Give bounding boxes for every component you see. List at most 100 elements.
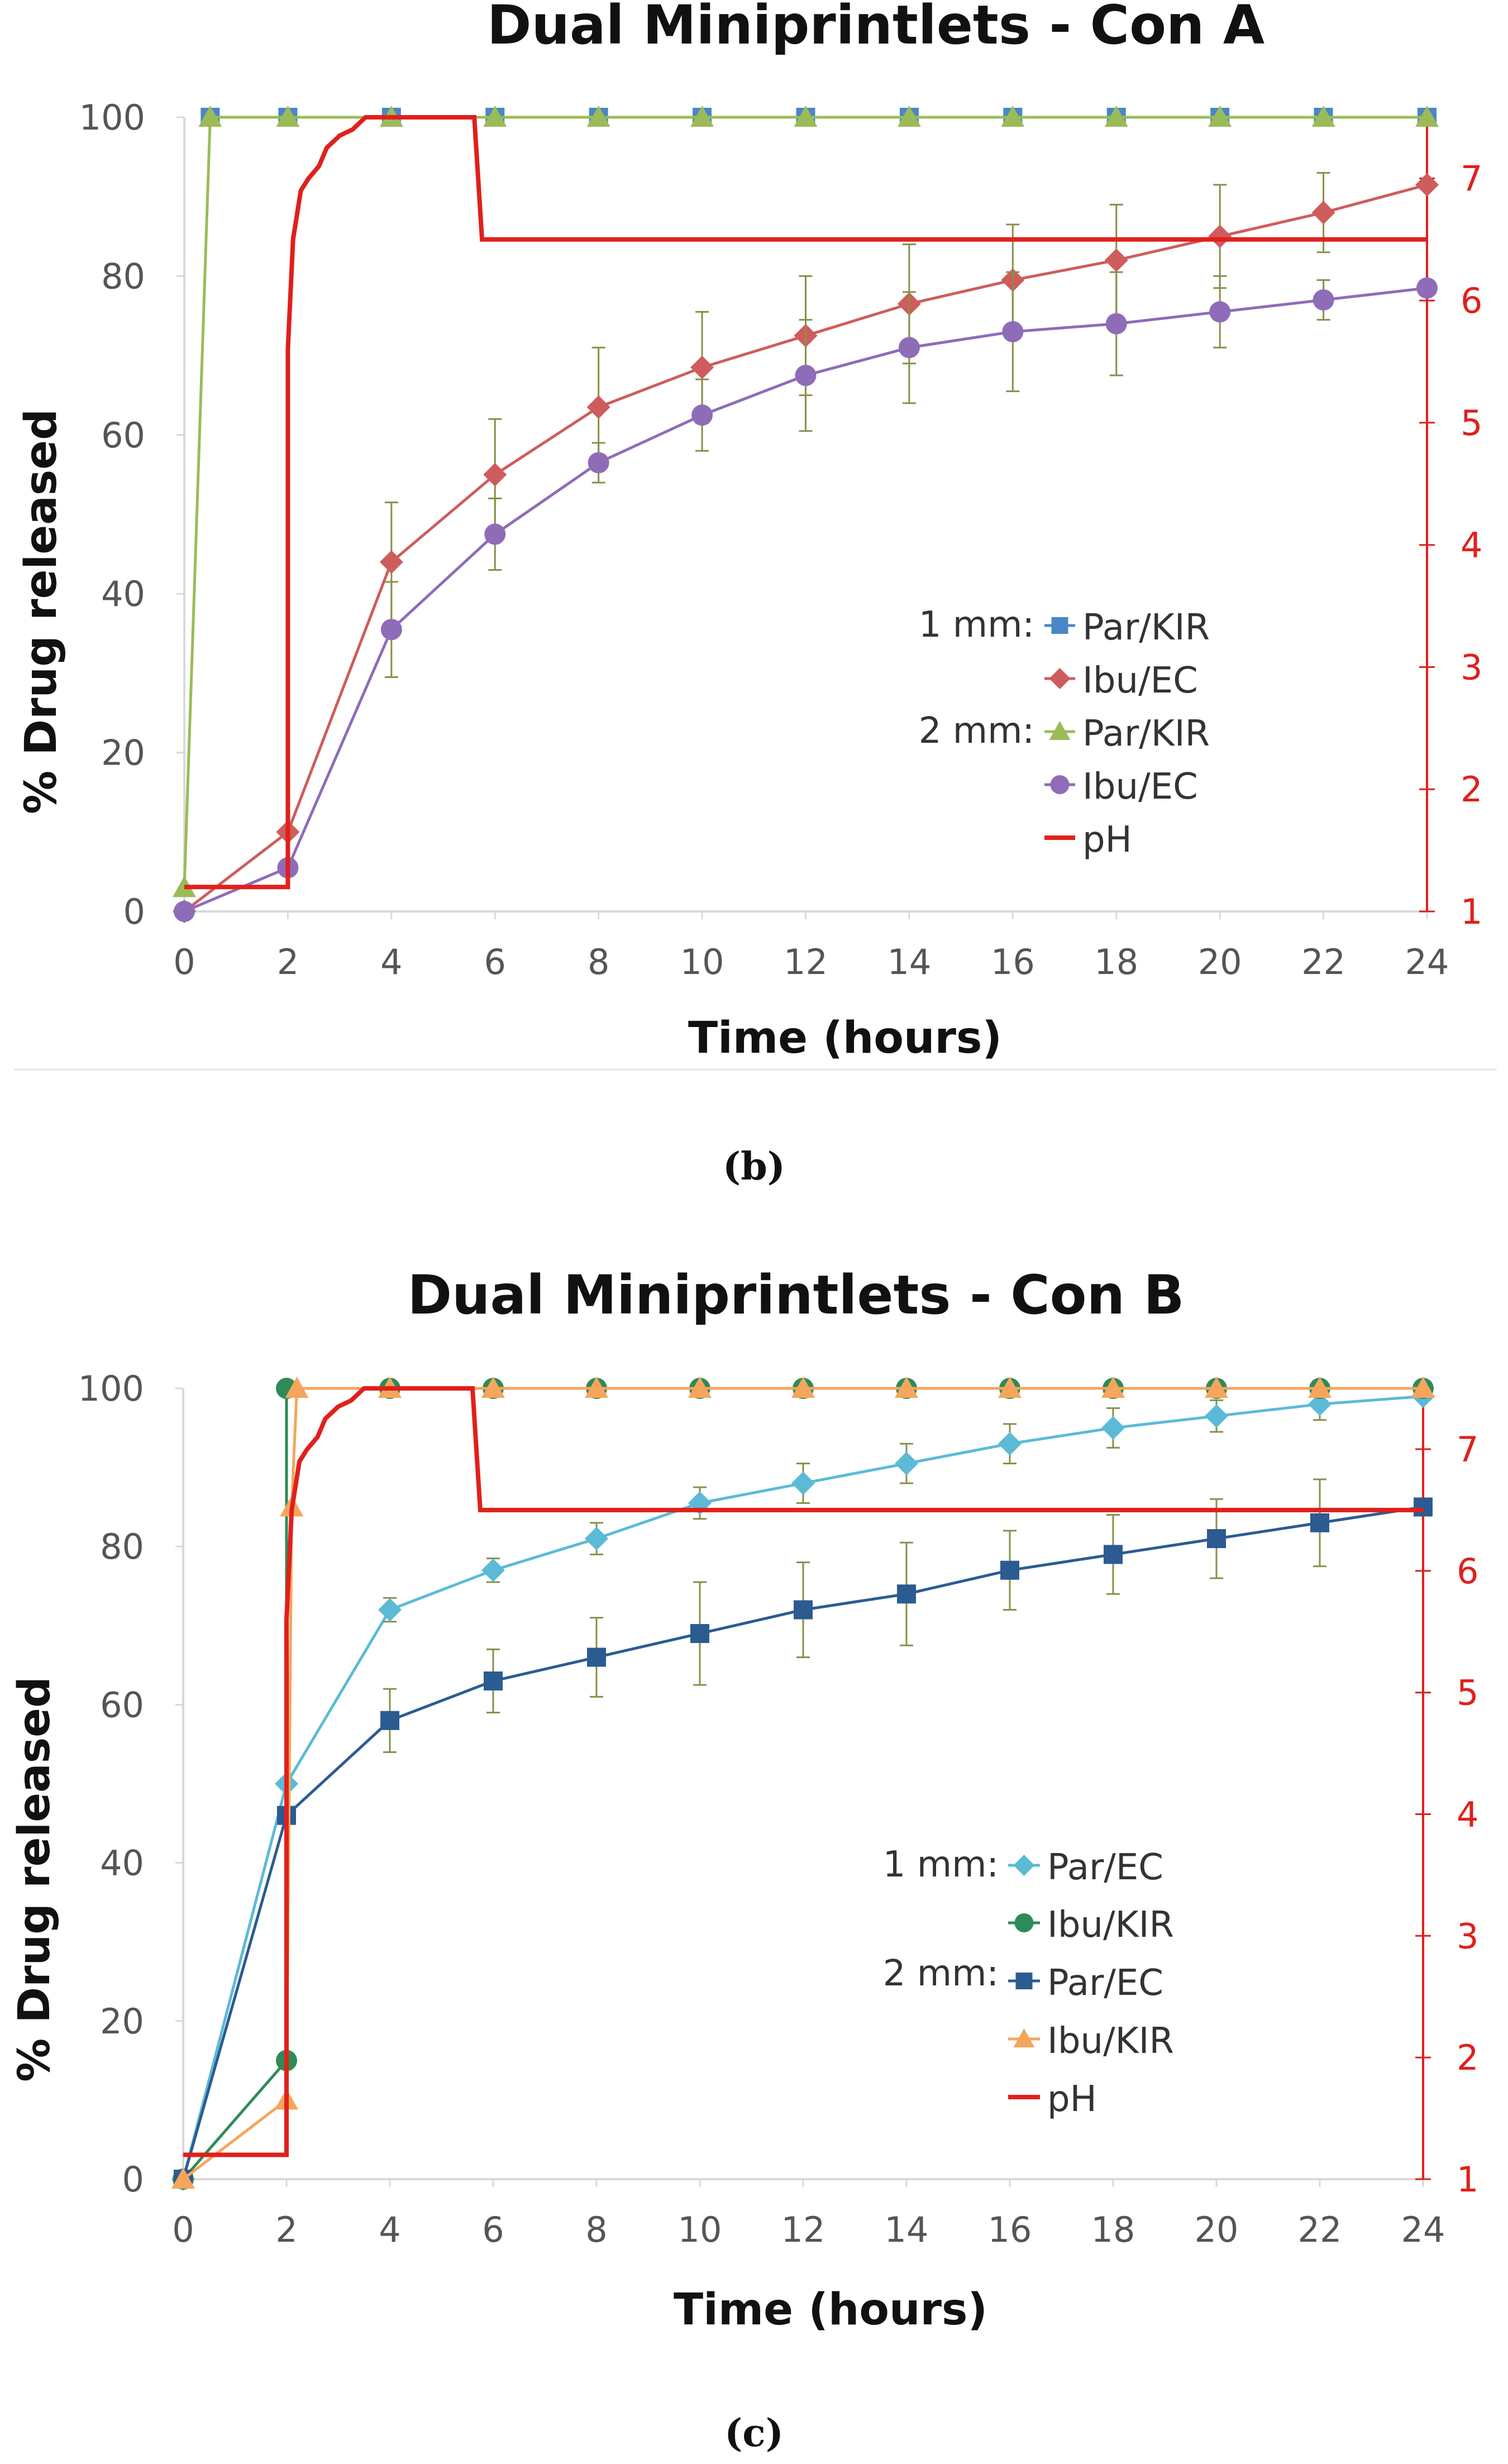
chart-title: Dual Miniprintlets - Con A: [487, 0, 1264, 56]
x-tick-label: 6: [484, 942, 506, 982]
data-point-par_kir_2mm: [897, 106, 921, 127]
y2-tick-label: 5: [1457, 1673, 1478, 1713]
x-tick-label: 8: [588, 942, 609, 982]
series-ph: [184, 115, 1427, 890]
data-point-ibu_ec_1mm: [1311, 200, 1335, 225]
data-point-par_ec_2mm: [380, 1711, 399, 1730]
y-tick-label: 60: [101, 415, 145, 456]
data-point-par_ec_1mm: [895, 1451, 918, 1475]
legend-label-ibu-kir-2mm: Ibu/KIR: [1047, 2021, 1174, 2062]
data-point-ibu_kir_2mm: [481, 1377, 505, 1398]
legend-label-ibu-kir-1mm: Ibu/KIR: [1047, 1904, 1174, 1946]
data-point-par_kir_2mm: [483, 106, 507, 127]
series-line-ph: [184, 115, 1427, 890]
y-axis-label: % Drug released: [9, 1677, 60, 2082]
data-point-par_ec_1mm: [1205, 1404, 1228, 1428]
x-axis-label: Time (hours): [674, 2285, 987, 2335]
x-tick-label: 4: [380, 942, 402, 982]
legend-marker-ibu_kir_1mm: [1014, 1913, 1034, 1932]
legend-marker-ibu_ec_2mm: [1050, 775, 1070, 794]
y-tick-label: 20: [100, 2001, 144, 2042]
data-point-par_kir_2mm: [1311, 106, 1335, 127]
x-tick-label: 16: [988, 2209, 1032, 2250]
data-point-ibu_kir_2mm: [585, 1377, 608, 1398]
legend-marker-par_ec_2mm: [1015, 1973, 1033, 1989]
x-tick-label: 6: [482, 2209, 504, 2250]
y-tick-label: 0: [122, 2159, 144, 2200]
data-point-ibu_ec_2mm: [588, 452, 609, 474]
series-par_ec_2mm: [174, 1478, 1433, 2189]
data-point-ibu_ec_2mm: [1416, 277, 1438, 299]
data-point-par_kir_2mm: [690, 106, 714, 127]
legend-label-par-kir-2mm: Par/KIR: [1082, 713, 1210, 755]
y-tick-label: 60: [100, 1684, 144, 1725]
legend-label-ph: pH: [1047, 2079, 1097, 2120]
data-point-par_ec_1mm: [378, 1598, 402, 1622]
series-ibu_ec_1mm: [173, 172, 1439, 923]
x-tick-label: 16: [991, 942, 1035, 982]
y2-tick-label: 5: [1461, 403, 1482, 443]
data-point-par_ec_1mm: [1101, 1416, 1125, 1440]
data-point-ibu_ec_2mm: [1002, 321, 1024, 342]
legend-label-ibu-ec-2mm: Ibu/EC: [1082, 766, 1198, 808]
data-point-ibu_kir_2mm: [1308, 1377, 1332, 1398]
x-tick-label: 24: [1401, 2209, 1445, 2250]
chart-title: Dual Miniprintlets - Con B: [407, 1264, 1184, 1326]
data-point-ibu_ec_2mm: [898, 337, 920, 359]
data-point-ibu_kir_2mm: [791, 1377, 815, 1398]
y-tick-label: 100: [79, 97, 145, 138]
x-tick-label: 8: [585, 2209, 607, 2250]
x-tick-label: 20: [1198, 942, 1242, 982]
y2-tick-label: 1: [1457, 2159, 1478, 2200]
series-line-par_ec_1mm: [182, 1395, 1424, 2180]
series-line-par_kir_2mm: [183, 116, 1427, 888]
x-tick-label: 14: [885, 2209, 929, 2250]
data-point-par_ec_2mm: [484, 1671, 503, 1691]
y2-tick-label: 3: [1457, 1916, 1478, 1956]
data-point-par_ec_2mm: [1000, 1560, 1019, 1580]
data-point-par_ec_1mm: [481, 1558, 505, 1582]
legend-label-ibu-ec-1mm: Ibu/EC: [1082, 660, 1198, 701]
series-par_kir_2mm: [173, 106, 1439, 897]
data-point-par_ec_1mm: [998, 1432, 1022, 1456]
data-point-ibu_ec_2mm: [380, 619, 402, 641]
x-tick-label: 20: [1195, 2209, 1239, 2250]
data-point-par_kir_2mm: [586, 106, 610, 127]
data-point-ibu_kir_2mm: [285, 1377, 309, 1398]
y-tick-label: 80: [101, 256, 145, 297]
series-ph: [183, 1386, 1423, 2157]
data-point-ibu_kir_2mm: [1205, 1377, 1228, 1398]
y2-tick-label: 3: [1461, 647, 1482, 687]
data-point-par_ec_1mm: [791, 1471, 815, 1495]
data-point-par_ec_2mm: [1310, 1513, 1329, 1532]
chart-con-b: Dual Miniprintlets - Con B 0 2 4 6 8 10 12 14 16…: [9, 1264, 1478, 2456]
data-point-ibu_ec_1mm: [1415, 173, 1439, 197]
data-point-ibu_ec_2mm: [795, 365, 817, 386]
y-tick-label: 20: [101, 733, 145, 773]
x-tick-label: 10: [678, 2209, 722, 2250]
series-line-ibu_kir_2mm: [182, 1387, 1423, 2180]
x-tick-label: 10: [680, 942, 724, 982]
data-point-ibu_ec_1mm: [1208, 225, 1232, 249]
x-tick-label: 22: [1301, 942, 1345, 982]
legend-keys: [1008, 1855, 1040, 2099]
y-tick-label: 0: [123, 891, 145, 932]
data-point-par_ec_2mm: [794, 1600, 813, 1620]
x-tick-label: 0: [173, 942, 195, 982]
data-point-par_kir_2mm: [1104, 106, 1128, 127]
legend-marker-par_kir_1mm: [1051, 617, 1068, 634]
y2-tick-label: 2: [1457, 2037, 1478, 2078]
legend-label-par-ec-2mm: Par/EC: [1047, 1962, 1163, 2004]
data-point-par_kir_2mm: [1208, 106, 1232, 127]
data-point-par_kir_2mm: [794, 106, 818, 127]
data-point-ibu_ec_2mm: [691, 404, 713, 426]
data-point-par_kir_2mm: [1001, 106, 1025, 127]
y2-tick-label: 7: [1461, 158, 1482, 199]
y2-tick-label: 6: [1461, 280, 1482, 321]
y2-tick-label: 2: [1461, 769, 1482, 810]
x-tick-label: 22: [1298, 2209, 1342, 2250]
x-tick-label: 2: [277, 942, 299, 982]
data-point-par_ec_2mm: [587, 1648, 606, 1667]
